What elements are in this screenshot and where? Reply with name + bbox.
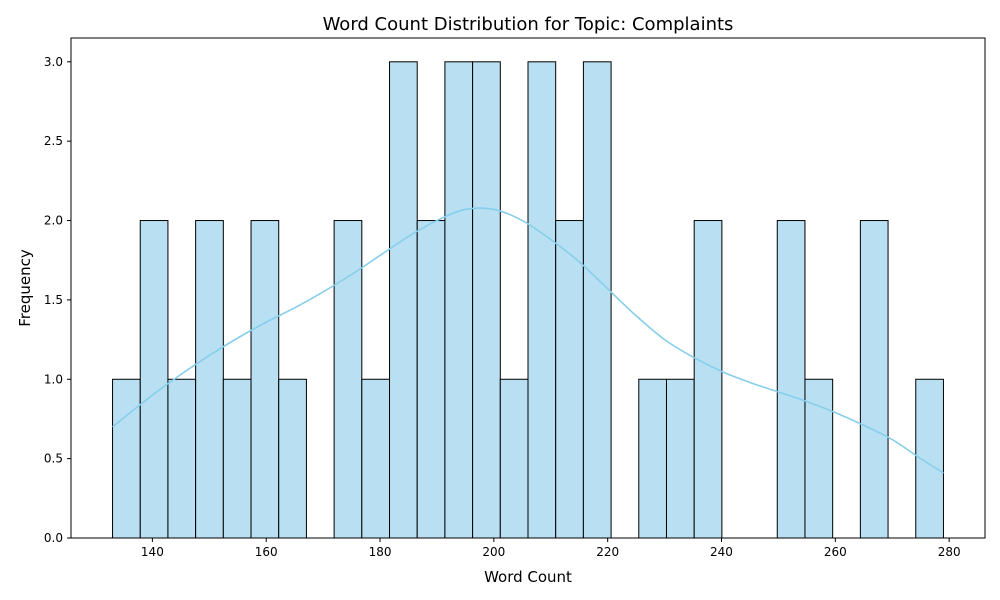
histogram-bar — [333, 220, 363, 539]
x-tick-label: 160 — [255, 545, 278, 559]
histogram-bar — [416, 220, 446, 539]
x-tick-label: 220 — [596, 545, 619, 559]
histogram-bar — [389, 61, 418, 539]
histogram-bar — [278, 378, 307, 539]
x-axis-label: Word Count — [484, 568, 572, 586]
y-axis-label: Frequency — [16, 249, 34, 327]
x-tick-label: 140 — [141, 545, 164, 559]
plot-frame — [70, 37, 986, 539]
x-axis: 140 160 180 200 220 240 260 280 — [141, 538, 961, 559]
y-tick-label: 2.5 — [44, 134, 63, 148]
y-tick-label: 2.0 — [44, 214, 63, 228]
y-tick-label: 1.0 — [44, 372, 63, 386]
histogram-bar — [222, 378, 252, 539]
y-tick-label: 0.5 — [44, 452, 63, 466]
histogram-bar — [139, 220, 169, 539]
histogram-bar — [444, 61, 474, 539]
histogram-bar — [167, 378, 197, 539]
kde-curve — [112, 207, 944, 474]
histogram-bar — [555, 220, 584, 539]
histogram-bar — [638, 378, 667, 539]
y-tick-label: 3.0 — [44, 55, 63, 69]
histogram-bar — [112, 378, 141, 539]
histogram-bar — [582, 61, 612, 539]
y-tick-label: 0.0 — [44, 531, 63, 545]
y-tick-label: 1.5 — [44, 293, 63, 307]
histogram-bar — [693, 220, 723, 539]
histogram-bar — [472, 61, 501, 539]
histogram-bar — [250, 220, 280, 539]
histogram-bars — [112, 61, 944, 539]
y-axis: 0.0 0.5 1.0 1.5 2.0 2.5 3.0 — [44, 55, 71, 545]
chart-title: Word Count Distribution for Topic: Compl… — [323, 14, 734, 35]
x-tick-label: 200 — [482, 545, 505, 559]
histogram-bar — [499, 378, 529, 539]
x-tick-label: 180 — [369, 545, 392, 559]
x-tick-label: 280 — [938, 545, 961, 559]
x-tick-label: 260 — [824, 545, 847, 559]
histogram-bar — [665, 378, 695, 539]
histogram-bar — [195, 220, 224, 539]
histogram-bar — [859, 220, 889, 539]
histogram-bar — [527, 61, 557, 539]
histogram-bar — [361, 378, 391, 539]
histogram-bar — [776, 220, 806, 539]
x-tick-label: 240 — [710, 545, 733, 559]
